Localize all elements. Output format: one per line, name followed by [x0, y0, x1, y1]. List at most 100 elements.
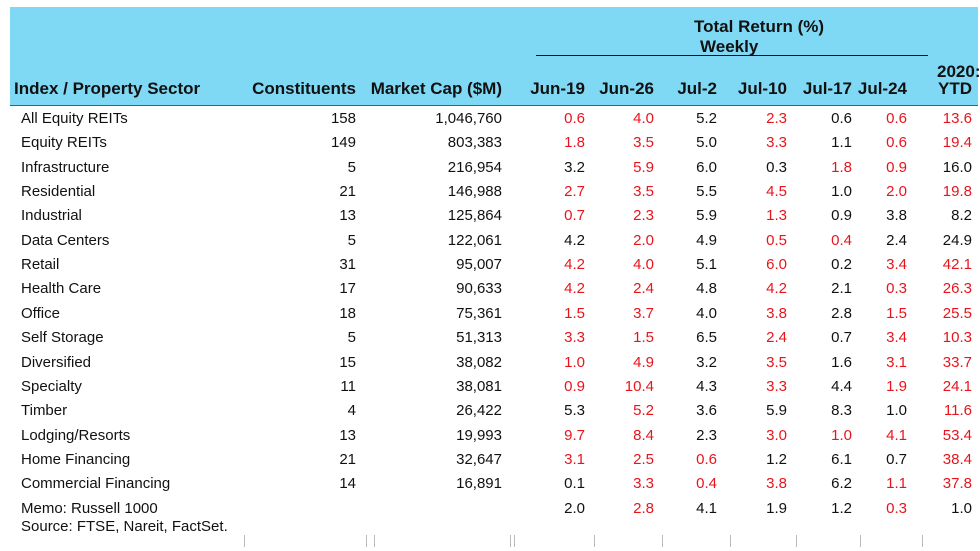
jul-24-cell: 3.8 [886, 207, 907, 225]
constituents-cell: 4 [347, 402, 356, 420]
jul-2-cell: 0.6 [696, 450, 717, 468]
ytd-cell: 11.6 [943, 402, 972, 420]
bottom-tick-marks [10, 535, 978, 549]
sector-name: Health Care [21, 280, 102, 298]
market-cap-cell: 38,082 [456, 353, 502, 371]
jun-19-cell: 1.5 [564, 304, 585, 322]
market-cap-cell: 75,361 [456, 304, 502, 322]
jun-26-cell: 3.5 [633, 134, 654, 152]
sector-name: Lodging/Resorts [21, 426, 131, 444]
jul-10-cell: 3.3 [766, 377, 787, 395]
jul-17-cell: 4.4 [831, 377, 852, 395]
market-cap-cell: 90,633 [456, 280, 502, 298]
jul-2-cell: 5.0 [696, 134, 717, 152]
jun-26-cell: 3.7 [633, 304, 654, 322]
jul-24-cell: 1.0 [886, 402, 907, 420]
jun-19-cell: 3.3 [564, 329, 585, 347]
market-cap-cell: 19,993 [456, 426, 502, 444]
sector-name: Data Centers [21, 231, 110, 249]
jul-24-cell: 0.7 [886, 450, 907, 468]
header-constituents: Constituents [252, 79, 356, 98]
jul-2-cell: 6.5 [696, 329, 717, 347]
header-ytd: YTD [938, 79, 972, 98]
constituents-cell: 13 [339, 426, 356, 444]
jul-10-cell: 2.4 [766, 329, 787, 347]
sector-name: Retail [21, 256, 60, 274]
market-cap-cell: 803,383 [447, 134, 502, 152]
jul-17-cell: 0.7 [831, 329, 852, 347]
ytd-cell: 1.0 [951, 499, 972, 517]
jul-10-cell: 0.5 [766, 231, 787, 249]
ytd-cell: 19.8 [942, 183, 972, 201]
ytd-cell: 42.1 [942, 256, 972, 274]
jul-10-cell: 6.0 [766, 256, 787, 274]
weekly-subtitle: Weekly [700, 37, 759, 56]
constituents-cell: 15 [339, 353, 356, 371]
jun-19-cell: 0.6 [564, 110, 585, 127]
constituents-cell: 31 [339, 256, 356, 274]
jun-19-cell: 1.0 [564, 353, 585, 371]
jun-19-cell: 9.7 [564, 426, 585, 444]
ytd-cell: 25.5 [942, 304, 972, 322]
jul-17-cell: 2.1 [831, 280, 852, 298]
jun-26-cell: 2.8 [633, 499, 654, 517]
header-jul-10: Jul-10 [737, 79, 787, 98]
market-cap-cell: 95,007 [456, 256, 502, 274]
header-market-cap: Market Cap ($M) [370, 79, 502, 98]
header-jul-2: Jul-2 [677, 79, 717, 98]
jul-2-cell: 5.9 [696, 207, 717, 225]
jul-24-cell: 0.6 [886, 134, 907, 152]
market-cap-cell: 122,061 [447, 231, 502, 249]
jul-10-cell: 3.3 [766, 134, 787, 152]
jul-24-cell: 0.6 [886, 110, 907, 127]
ytd-cell: 10.3 [942, 329, 972, 347]
jul-17-cell: 1.0 [831, 183, 852, 201]
ytd-cell: 16.0 [942, 158, 972, 176]
jul-2-cell: 4.0 [696, 304, 717, 322]
jul-2-cell: 5.2 [696, 110, 717, 127]
jun-19-cell: 5.3 [564, 402, 585, 420]
jun-26-cell: 5.9 [633, 158, 654, 176]
sector-name: Industrial [21, 207, 82, 225]
jul-24-cell: 1.5 [886, 304, 907, 322]
jul-10-cell: 4.5 [766, 183, 787, 201]
jul-2-cell: 4.8 [696, 280, 717, 298]
sector-name: Home Financing [21, 450, 131, 468]
jul-2-cell: 2.3 [696, 426, 717, 444]
ytd-cell: 33.7 [942, 353, 972, 371]
jul-10-cell: 2.3 [766, 110, 787, 127]
jul-2-cell: 5.5 [696, 183, 717, 201]
jul-17-cell: 1.2 [831, 499, 852, 517]
constituents-cell: 21 [339, 450, 356, 468]
jun-19-cell: 0.1 [564, 475, 585, 493]
jul-2-cell: 4.1 [696, 499, 717, 517]
jul-17-cell: 6.2 [831, 475, 852, 493]
sector-name: Residential [21, 183, 96, 201]
jun-26-cell: 1.5 [633, 329, 654, 347]
jun-26-cell: 2.4 [633, 280, 654, 298]
constituents-cell: 17 [339, 280, 356, 298]
ytd-cell: 26.3 [942, 280, 972, 298]
market-cap-cell: 26,422 [456, 402, 502, 420]
source-note: Source: FTSE, Nareit, FactSet. [21, 518, 228, 535]
jul-10-cell: 1.3 [766, 207, 787, 225]
jul-10-cell: 4.2 [766, 280, 787, 298]
jul-10-cell: 1.2 [766, 450, 787, 468]
jul-24-cell: 3.4 [886, 256, 907, 274]
jul-24-cell: 3.4 [886, 329, 907, 347]
jul-10-cell: 3.5 [766, 353, 787, 371]
jul-17-cell: 1.6 [831, 353, 852, 371]
jul-10-cell: 3.0 [766, 426, 787, 444]
header-jul-17: Jul-17 [802, 79, 852, 98]
jun-26-cell: 5.2 [633, 402, 654, 420]
ytd-cell: 24.9 [942, 231, 972, 249]
sector-name: Equity REITs [21, 134, 107, 152]
jun-26-cell: 3.3 [633, 475, 654, 493]
ytd-year-label: 2020: [937, 62, 980, 81]
jul-10-cell: 3.8 [766, 475, 787, 493]
sector-name: All Equity REITs [21, 110, 128, 127]
constituents-cell: 158 [330, 110, 356, 127]
jul-17-cell: 0.6 [831, 110, 852, 127]
jul-24-cell: 0.3 [886, 280, 907, 298]
